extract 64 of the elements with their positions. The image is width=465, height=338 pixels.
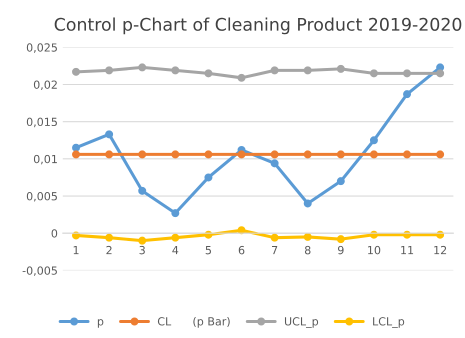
x-tick-label: 11: [401, 246, 414, 254]
x-tick-label: 4: [172, 246, 178, 254]
x-tick-label: 8: [304, 246, 310, 254]
point: [138, 236, 146, 245]
point: [171, 234, 180, 242]
x-tick-label: 3: [140, 246, 145, 254]
point: [105, 66, 114, 74]
x-tick-label: 2: [106, 246, 112, 254]
point: [436, 150, 444, 158]
point: [204, 173, 212, 182]
point: [72, 150, 80, 158]
point: [370, 150, 378, 158]
x-tick-label: 6: [238, 246, 244, 254]
legend-label: p: [98, 319, 104, 328]
point: [72, 144, 80, 152]
legend-label: LCL_p: [373, 317, 404, 328]
y-tick-label: 0,015: [26, 118, 57, 128]
point: [105, 130, 114, 138]
point: [238, 150, 246, 158]
x-tick-label: 1: [74, 246, 79, 254]
y-tick-label: 0: [52, 229, 58, 238]
y-tick-label: 0,005: [26, 192, 57, 202]
point: [304, 232, 312, 241]
point: [403, 150, 412, 158]
point: [238, 74, 246, 82]
point: [336, 64, 345, 73]
legend-label: CL (p Bar): [158, 316, 230, 328]
point: [370, 136, 378, 144]
point: [72, 68, 80, 76]
point: [336, 235, 345, 244]
point: [304, 150, 312, 158]
point: [403, 90, 412, 98]
y-tick-label: 0,025: [26, 43, 57, 53]
point: [270, 159, 279, 168]
point: [336, 150, 345, 158]
point: [270, 66, 279, 74]
x-tick-label: 5: [206, 246, 211, 254]
point: [171, 66, 180, 74]
y-tick-label: 0,01: [34, 154, 57, 164]
point: [304, 199, 312, 208]
point: [403, 69, 412, 78]
point: [105, 150, 114, 158]
chart-title: Control p-Chart of Cleaning Product 2019-2020: [54, 17, 462, 34]
point: [105, 234, 114, 242]
point: [370, 69, 378, 78]
point: [171, 150, 180, 158]
y-tick-label: -0,005: [22, 266, 57, 276]
legend-label: UCL_p: [284, 317, 318, 328]
point: [138, 63, 146, 72]
point: [138, 186, 146, 195]
point: [138, 150, 146, 158]
point: [436, 69, 444, 78]
point: [270, 150, 279, 158]
point: [171, 209, 180, 218]
point: [270, 234, 279, 242]
x-tick-label: 12: [434, 246, 446, 254]
point: [204, 150, 212, 158]
x-tick-label: 9: [338, 246, 344, 254]
point: [304, 66, 312, 74]
y-tick-label: 0,02: [34, 80, 57, 90]
point: [204, 69, 212, 78]
x-tick-label: 7: [272, 246, 278, 254]
point: [336, 177, 345, 186]
x-tick-label: 10: [368, 246, 380, 254]
